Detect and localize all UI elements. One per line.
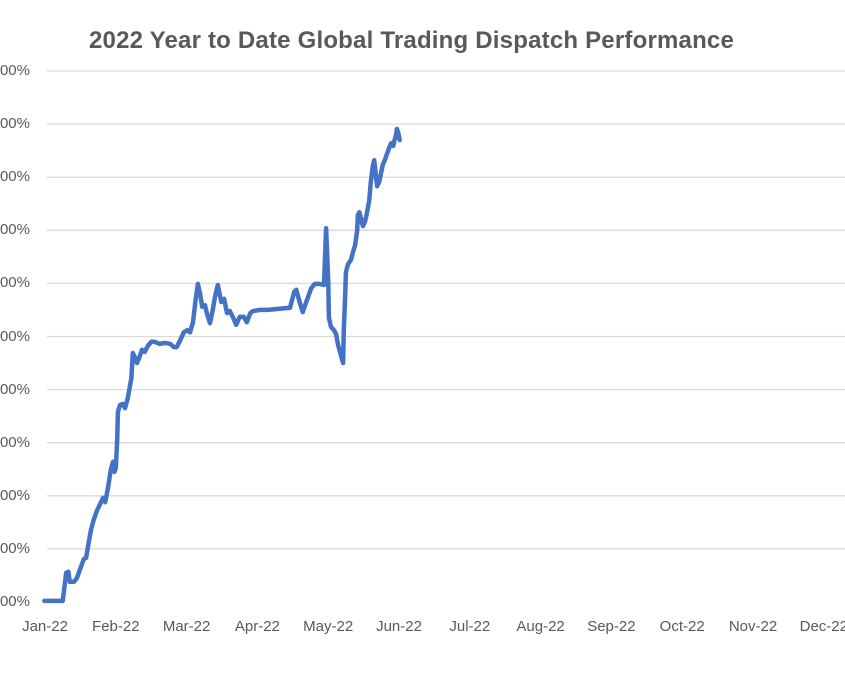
x-tick-label: Oct-22 [659, 618, 705, 635]
x-tick-label: Sep-22 [587, 618, 636, 635]
x-tick-label: May-22 [303, 618, 354, 635]
x-tick-label: Nov-22 [728, 618, 778, 635]
y-tick-label: 00% [0, 327, 30, 345]
x-tick-label: Mar-22 [162, 618, 211, 635]
chart-title: 2022 Year to Date Global Trading Dispatc… [88, 27, 735, 54]
y-tick-label: 00% [0, 380, 30, 398]
y-tick-label: 00% [0, 274, 30, 292]
y-tick-label: 00% [0, 486, 30, 504]
y-tick-label: 00% [0, 221, 30, 239]
y-tick-label: 00% [0, 539, 30, 557]
x-tick-label: Jun-22 [376, 618, 422, 635]
x-tick-label: Apr-22 [234, 618, 280, 635]
y-tick-label: 00% [0, 433, 30, 451]
y-tick-label: 00% [0, 62, 30, 79]
x-tick-label: Jan-22 [22, 618, 68, 635]
y-tick-label: 00% [0, 115, 30, 133]
x-tick-label: Feb-22 [92, 618, 140, 635]
y-tick-label: 00% [0, 593, 30, 610]
x-tick-label: Aug-22 [516, 618, 565, 635]
performance-series-line [42, 126, 402, 604]
x-tick-label: Dec-22 [799, 618, 845, 635]
y-tick-label: 00% [0, 168, 30, 186]
x-tick-label: Jul-22 [449, 618, 491, 635]
